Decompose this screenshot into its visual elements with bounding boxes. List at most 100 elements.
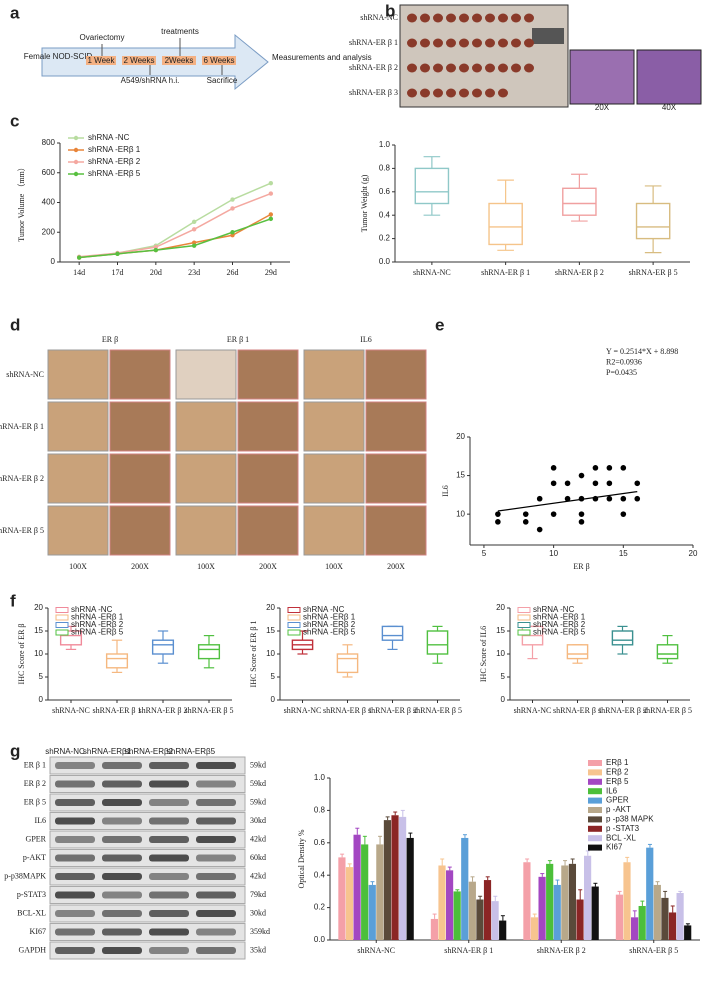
band xyxy=(149,836,189,843)
band xyxy=(196,762,236,769)
kd-label: 42kd xyxy=(250,871,266,880)
tumor-photos: 20X 40X xyxy=(399,4,702,112)
point xyxy=(550,480,557,487)
bar xyxy=(668,912,677,940)
step-label: 1 Week xyxy=(88,56,116,65)
ihc-image xyxy=(109,349,171,400)
legend-marker xyxy=(73,147,79,153)
y-axis-label: IL6 xyxy=(441,485,450,497)
ihc-image xyxy=(365,401,427,452)
point xyxy=(578,495,585,502)
legend-label: shRNA -ERβ 2 xyxy=(533,620,586,629)
point xyxy=(522,519,529,525)
band xyxy=(196,817,236,825)
y-tick-label: 0.2 xyxy=(314,903,326,912)
x-tick-label: shRNA-ER β 2 xyxy=(555,268,604,277)
band xyxy=(149,910,189,917)
x-tick-label: 17d xyxy=(112,268,124,277)
y-tick-label: 0.4 xyxy=(379,210,391,219)
protein-label: p-AKT xyxy=(23,853,46,862)
legend-swatch xyxy=(287,629,301,636)
magnification: 100X xyxy=(197,562,215,571)
bar xyxy=(553,884,561,940)
tumor xyxy=(420,13,430,23)
band xyxy=(55,928,95,936)
y-tick-label: 5 xyxy=(271,672,276,681)
box xyxy=(151,639,175,655)
band xyxy=(102,762,142,769)
magnification: 200X xyxy=(387,562,405,571)
band xyxy=(102,836,142,843)
point xyxy=(536,526,543,533)
bar xyxy=(638,905,646,940)
ihc-row-label: shRNA-ER β 5 xyxy=(0,526,44,535)
x-tick-label: 20 xyxy=(689,549,698,558)
legend-swatch xyxy=(588,816,602,823)
x-tick-label: shRNA-ER β 5 xyxy=(413,706,462,715)
point xyxy=(592,495,599,502)
magnification: 200X xyxy=(259,562,277,571)
timeline-label: Ovariectomy xyxy=(80,33,125,42)
micrograph xyxy=(636,49,702,105)
tumor xyxy=(407,38,417,48)
tumor xyxy=(459,63,469,73)
band xyxy=(55,910,95,917)
band xyxy=(149,817,189,825)
x-tick-label: shRNA-ER β 5 xyxy=(643,706,692,715)
ihc-column-label: IL6 xyxy=(360,335,372,344)
point xyxy=(564,495,571,502)
panel-label: a xyxy=(10,3,20,22)
band xyxy=(55,891,95,899)
blot-strip xyxy=(49,756,246,775)
panel-label: c xyxy=(10,111,19,130)
point xyxy=(550,465,557,471)
x-tick-label: 15 xyxy=(619,549,628,558)
ihc-grid: ER β 100X 200X ER β 1 100X 200X IL6 100X 200X shR… xyxy=(0,335,427,571)
legend-label: shRNA -ERβ 1 xyxy=(303,613,356,622)
tumor xyxy=(420,63,430,73)
timeline-label: A549/shRNA h.i. xyxy=(121,76,180,85)
kd-label: 59kd xyxy=(250,760,266,769)
ihc-column-label: ER β xyxy=(102,335,118,344)
bar xyxy=(445,870,454,940)
ihc-image xyxy=(47,349,109,400)
tumor xyxy=(459,88,469,98)
x-tick-label: shRNA-ER β 2 xyxy=(598,706,647,715)
protein-label: KI67 xyxy=(30,927,46,936)
lane-label: shRNA-NC xyxy=(45,747,85,756)
ihc-row-label: shRNA-NC xyxy=(6,370,44,379)
y-axis-label: Tumor Volume （mm） xyxy=(17,163,26,242)
legend-swatch xyxy=(588,835,602,842)
x-tick-label: 23d xyxy=(188,268,200,277)
legend-swatch xyxy=(588,769,602,776)
point xyxy=(578,472,585,479)
line xyxy=(79,218,272,259)
box xyxy=(611,630,634,646)
tumor xyxy=(485,63,495,73)
band xyxy=(102,780,142,788)
bar xyxy=(661,897,669,940)
bar xyxy=(499,920,507,940)
x-tick-label: 10 xyxy=(549,549,558,558)
timeline-label: Sacrifice xyxy=(207,76,238,85)
legend-swatch xyxy=(287,614,301,621)
point xyxy=(522,511,529,517)
ihc-image xyxy=(175,401,237,452)
ihc-row-label: shRNA-ER β 2 xyxy=(0,474,44,483)
tumor xyxy=(407,88,417,98)
legend-swatch xyxy=(55,607,69,613)
legend-label: ERβ 1 xyxy=(606,758,629,767)
box xyxy=(336,653,359,674)
kd-label: 59kd xyxy=(250,779,266,788)
timeline-end: Measurements and analysis xyxy=(272,53,372,62)
panel-label: e xyxy=(435,315,444,334)
box xyxy=(381,625,404,641)
blot-strip xyxy=(49,775,246,793)
point xyxy=(620,465,627,471)
bar xyxy=(438,865,446,940)
legend-swatch xyxy=(287,607,301,613)
x-tick-label: shRNA-ER β 5 xyxy=(629,268,678,277)
x-tick-label: shRNA-ER β 1 xyxy=(93,706,142,715)
band xyxy=(55,799,95,806)
